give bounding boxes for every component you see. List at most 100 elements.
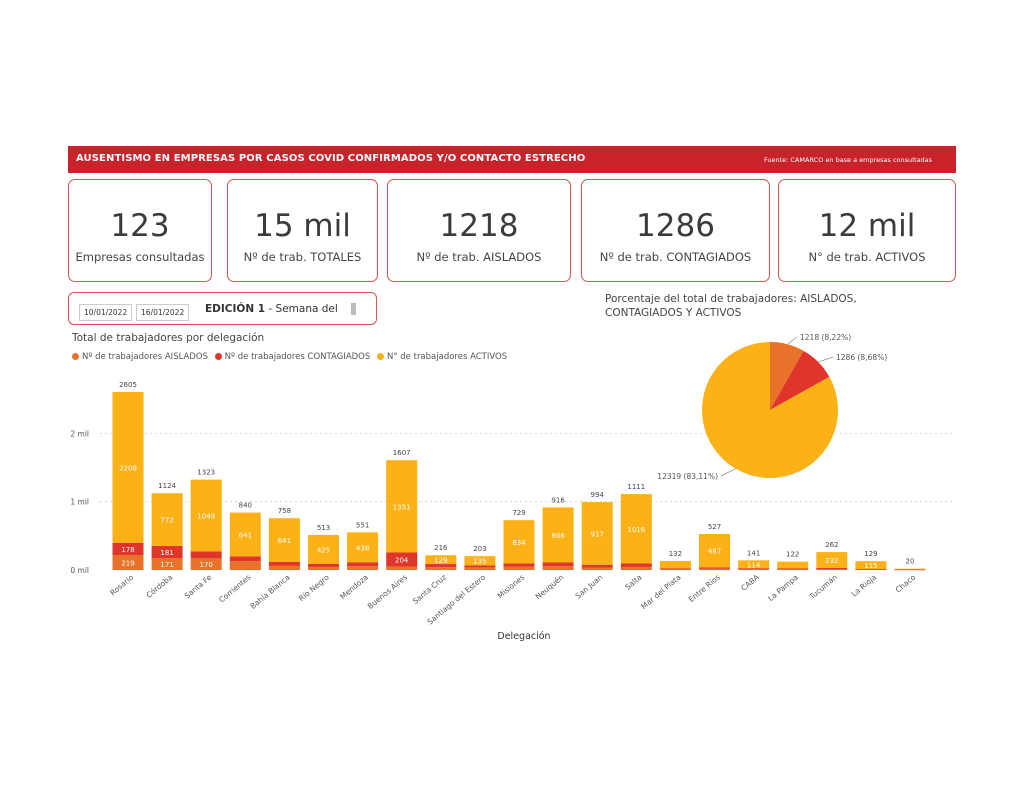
kpi-card-activos: 12 mil N° de trab. ACTIVOS [778,179,956,282]
bar-chart-legend: Nº de trabajadores AISLADOS Nº de trabaj… [72,352,511,362]
pie-leader-line [787,336,798,345]
kpi-label: Nº de trab. TOTALES [243,250,362,264]
kpi-label: Empresas consultadas [75,250,205,264]
date-slicer[interactable]: 10/01/2022 16/01/2022 EDICIÓN 1 - Semana… [68,292,377,325]
bar-segment [699,568,730,570]
bar-segment [268,565,300,570]
bar-segment [151,545,183,559]
x-tick-label: Entre Ríos [687,573,722,604]
edition-label: EDICIÓN 1 - Semana del [205,303,338,315]
date-from-input[interactable]: 10/01/2022 [79,304,133,321]
kpi-label: Nº de trab. CONTAGIADOS [599,250,752,264]
segment-data-label: 135 [473,558,486,566]
segment-data-label: 1049 [197,512,215,520]
bar-segment [503,563,535,567]
bar-total-label: 203 [473,545,486,553]
bar-segment [620,566,652,570]
kpi-value: 1286 [636,208,715,244]
segment-data-label: 115 [864,562,877,570]
kpi-value: 1218 [439,208,519,244]
y-tick-label: 1 mil [70,498,89,507]
x-tick-label: Corrientes [217,573,253,605]
bar-segment [190,551,222,559]
bar-segment [816,567,848,569]
bar-segment [112,555,144,570]
date-to-input[interactable]: 16/01/2022 [136,304,190,321]
x-tick-label: La Rioja [850,573,879,599]
pie-chart: 1218 (8,22%) 1286 (8,68%) 12319 (83,11%) [657,333,887,481]
bar-segment [542,566,574,570]
segment-data-label: 204 [395,556,409,564]
bar-segment [425,555,457,565]
x-tick-label: La Pampa [766,573,800,603]
bar-segment [229,561,261,570]
bar-total-label: 1607 [393,449,411,457]
bar-total-label: 527 [708,523,721,531]
bar-segment [894,569,926,571]
bar-segment [464,567,496,570]
bar-segment [894,568,926,570]
banner-title: AUSENTISMO EN EMPRESAS POR CASOS COVID C… [76,153,586,164]
segment-data-label: 487 [708,548,721,556]
x-tick-label: Mendoza [338,573,370,602]
kpi-value: 12 mil [818,208,916,244]
bar-segment [268,562,300,566]
bar-segment [308,566,339,570]
bar-segment [229,512,261,557]
legend-label-contagiados: Nº de trabajadores CONTAGIADOS [224,352,371,362]
bar-total-label: 1111 [627,483,645,491]
x-tick-label: Córdoba [144,573,174,600]
x-tick-label: Neuquén [534,572,566,601]
kpi-card-empresas: 123 Empresas consultadas [68,179,212,282]
bar-total-label: 758 [278,507,291,515]
banner-source: Fuente: CAMARCO en base a empresas consu… [764,156,932,164]
bar-total-label: 216 [434,544,448,552]
bar-segment [464,556,496,566]
legend-item-aislados: Nº de trabajadores AISLADOS [72,352,208,362]
pie-leader-line [720,468,736,477]
bar-segment [777,569,809,570]
x-tick-label: Misiones [496,573,527,601]
segment-data-label: 641 [278,537,291,545]
segment-data-label: 181 [160,549,173,557]
kpi-value: 123 [110,208,170,244]
legend-label-activos: N° de trabajadores ACTIVOS [386,352,508,362]
bar-total-label: 916 [551,496,565,504]
edition-suffix: - Semana del [265,303,338,315]
x-axis-title: Delegación [497,631,550,642]
legend-label-aislados: Nº de trabajadores AISLADOS [82,352,208,362]
bar-chart-title: Total de trabajadores por delegación [72,332,265,344]
bar-total-label: 129 [864,550,877,558]
pie-slice [701,342,838,478]
legend-dot-aislados [72,353,79,360]
edition-number: EDICIÓN 1 [205,303,266,315]
bar-total-label: 262 [825,541,838,549]
pie-slice [770,350,830,410]
segment-data-label: 641 [239,532,252,540]
bar-total-label: 513 [317,524,330,532]
segment-data-label: 425 [317,546,330,554]
bar-segment [151,493,183,546]
bar-segment [542,562,574,567]
bar-segment [503,566,535,570]
x-tick-label: Santa Cruz [411,573,448,606]
kpi-card-contagiados: 1286 Nº de trab. CONTAGIADOS [581,179,770,282]
kpi-card-totales: 15 mil Nº de trab. TOTALES [227,179,378,282]
slicer-scrollbar[interactable] [351,303,356,315]
bar-segment [425,564,457,568]
bar-segment [386,460,418,553]
kpi-label: N° de trab. ACTIVOS [808,250,926,264]
bar-segment [816,568,848,570]
x-tick-label: Salta [623,573,643,592]
bar-segment [347,566,379,570]
segment-data-label: 170 [200,561,213,569]
segment-data-label: 232 [825,557,838,565]
bar-segment [699,533,730,568]
pie-chart-title: Porcentaje del total de trabajadores: AI… [605,293,857,319]
bar-segment [738,568,770,569]
kpi-value: 15 mil [254,208,351,244]
bar-total-label: 122 [786,551,799,559]
bar-segment [229,556,261,562]
segment-data-label: 171 [160,561,173,569]
bar-segment [386,566,418,570]
